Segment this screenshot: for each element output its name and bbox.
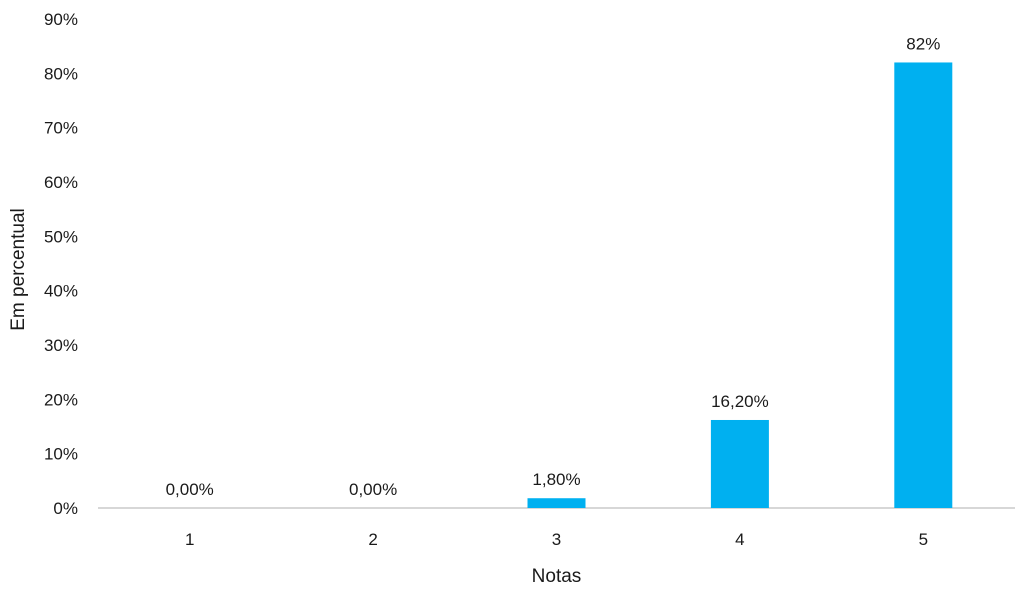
x-tick-label: 5	[919, 530, 928, 549]
y-tick-label: 40%	[44, 282, 78, 301]
bars	[527, 62, 953, 508]
x-tick-label: 4	[735, 530, 744, 549]
data-label: 0,00%	[166, 480, 214, 499]
y-tick-label: 60%	[44, 173, 78, 192]
x-tick-label: 1	[185, 530, 194, 549]
data-label: 16,20%	[711, 392, 769, 411]
y-tick-label: 50%	[44, 227, 78, 246]
y-tick-label: 30%	[44, 336, 78, 355]
data-label: 0,00%	[349, 480, 397, 499]
bar	[527, 498, 586, 508]
y-tick-label: 20%	[44, 390, 78, 409]
data-labels: 0,00% 0,00% 1,80% 16,20% 82%	[166, 34, 941, 499]
y-tick-label: 80%	[44, 64, 78, 83]
data-label: 82%	[906, 34, 940, 53]
y-tick-label: 90%	[44, 10, 78, 29]
x-tick-label: 3	[552, 530, 561, 549]
bar	[894, 62, 953, 508]
x-tick-label: 2	[368, 530, 377, 549]
y-tick-label: 70%	[44, 119, 78, 138]
x-axis-ticks: 1 2 3 4 5	[185, 530, 928, 549]
y-axis-ticks: 0% 10% 20% 30% 40% 50% 60% 70% 80% 90%	[44, 10, 78, 518]
data-label: 1,80%	[532, 470, 580, 489]
bar	[710, 419, 769, 508]
y-axis-title: Em percentual	[8, 208, 29, 331]
y-tick-label: 10%	[44, 445, 78, 464]
x-axis-title: Notas	[532, 566, 582, 587]
y-tick-label: 0%	[53, 499, 78, 518]
